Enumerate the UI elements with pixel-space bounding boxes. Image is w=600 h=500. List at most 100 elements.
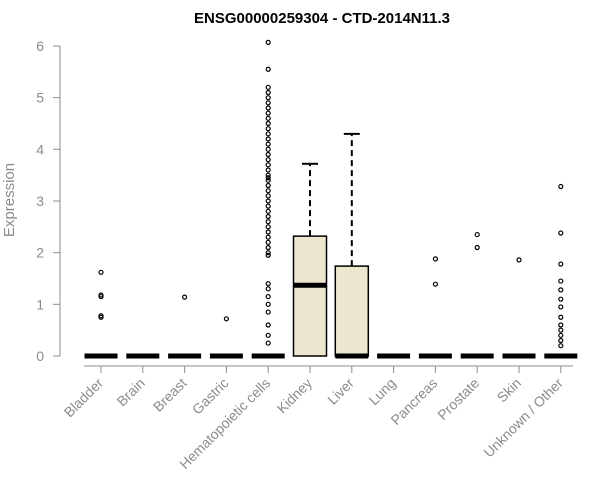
outlier-point bbox=[265, 136, 271, 142]
outlier-point bbox=[265, 309, 271, 315]
x-tick-label: Skin bbox=[494, 375, 525, 406]
y-tick-label: 2 bbox=[36, 245, 44, 261]
outlier-point bbox=[265, 146, 271, 152]
outlier-point bbox=[98, 293, 104, 300]
outlier-point bbox=[265, 234, 271, 240]
outlier-point bbox=[265, 252, 271, 258]
box-bladder bbox=[84, 269, 118, 359]
outlier-point bbox=[558, 261, 564, 267]
box-hematopoietic-cells bbox=[251, 39, 285, 359]
chart-title: ENSG00000259304 - CTD-2014N11.3 bbox=[194, 10, 450, 27]
outlier-point bbox=[265, 244, 271, 251]
x-tick-label: Kidney bbox=[274, 375, 316, 417]
outlier-point bbox=[265, 162, 271, 168]
box-body bbox=[292, 235, 328, 357]
box-pancreas bbox=[418, 256, 452, 359]
boxes-layer bbox=[84, 39, 578, 359]
outlier-point bbox=[558, 332, 564, 338]
outlier-point bbox=[265, 126, 271, 132]
outlier-point bbox=[265, 203, 271, 209]
box-body bbox=[334, 265, 370, 357]
outlier-point bbox=[265, 198, 271, 204]
outlier-point bbox=[265, 120, 271, 127]
y-tick-label: 6 bbox=[36, 38, 44, 54]
outlier-point bbox=[265, 100, 271, 106]
x-tick-label: Unknown / Other bbox=[480, 375, 566, 461]
outlier-point bbox=[265, 177, 271, 183]
box-breast bbox=[168, 294, 202, 359]
outlier-point bbox=[558, 287, 564, 293]
outlier-point bbox=[474, 244, 480, 251]
outlier-point bbox=[432, 256, 438, 262]
outlier-point bbox=[558, 183, 564, 190]
outlier-point bbox=[265, 286, 271, 292]
outlier-point bbox=[558, 314, 564, 320]
x-tick-label: Liver bbox=[324, 375, 357, 408]
outlier-point bbox=[265, 66, 271, 72]
outlier-point bbox=[265, 84, 271, 90]
outlier-point bbox=[265, 115, 271, 121]
outlier-point bbox=[516, 257, 522, 263]
outlier-point bbox=[265, 322, 271, 328]
box-liver bbox=[334, 132, 370, 359]
outlier-point bbox=[265, 224, 271, 230]
y-tick-label: 4 bbox=[36, 141, 44, 157]
outlier-point bbox=[558, 278, 564, 284]
outlier-point bbox=[265, 151, 271, 158]
outlier-point bbox=[265, 131, 271, 137]
outlier-point bbox=[98, 314, 104, 320]
outlier-point bbox=[265, 281, 271, 287]
outlier-point bbox=[182, 294, 188, 300]
x-tick-label: Lung bbox=[365, 375, 398, 408]
outlier-point bbox=[265, 182, 271, 189]
outlier-point bbox=[558, 327, 564, 333]
outlier-point bbox=[265, 193, 271, 199]
outlier-point bbox=[558, 230, 564, 236]
outlier-point bbox=[474, 231, 480, 238]
outlier-point bbox=[265, 208, 271, 214]
outlier-point bbox=[265, 219, 271, 225]
outlier-point bbox=[265, 95, 271, 101]
x-tick-label: Bladder bbox=[61, 375, 107, 421]
y-tick-label: 5 bbox=[36, 90, 44, 106]
outlier-point bbox=[265, 141, 271, 147]
box-unknown-other bbox=[544, 183, 578, 359]
outlier-point bbox=[98, 269, 104, 275]
outlier-point bbox=[265, 229, 271, 235]
outlier-point bbox=[265, 250, 271, 256]
outlier-point bbox=[558, 322, 564, 328]
x-tick-label: Brain bbox=[113, 375, 147, 409]
outlier-point bbox=[265, 105, 271, 111]
outlier-point bbox=[265, 110, 271, 116]
y-tick-label: 1 bbox=[36, 296, 44, 312]
x-tick-label: Breast bbox=[150, 375, 190, 415]
y-axis-ticks: 0 1 2 3 4 5 6 bbox=[36, 38, 60, 364]
outlier-point bbox=[265, 239, 271, 245]
outlier-point bbox=[265, 89, 271, 96]
outlier-point bbox=[265, 167, 271, 173]
box-skin bbox=[502, 257, 536, 359]
outlier-point bbox=[558, 296, 564, 302]
y-axis-label: Expression bbox=[1, 163, 18, 237]
y-tick-label: 0 bbox=[36, 348, 44, 364]
box-kidney bbox=[292, 162, 328, 357]
outlier-point bbox=[265, 340, 271, 346]
outlier-point bbox=[558, 337, 564, 344]
outlier-point bbox=[265, 301, 271, 307]
outlier-point bbox=[265, 157, 271, 163]
outlier-point bbox=[265, 213, 271, 220]
outlier-point bbox=[558, 304, 564, 310]
x-tick-label: Prostate bbox=[434, 375, 482, 423]
outlier-point bbox=[223, 316, 229, 322]
box-prostate bbox=[460, 231, 494, 359]
outlier-point bbox=[265, 172, 271, 178]
outlier-point bbox=[265, 175, 271, 181]
box-gastric bbox=[209, 316, 243, 359]
outlier-point bbox=[432, 281, 438, 287]
outlier-point bbox=[265, 39, 271, 45]
outlier-point bbox=[265, 293, 271, 300]
outlier-point bbox=[265, 332, 271, 338]
outlier-point bbox=[558, 343, 564, 349]
